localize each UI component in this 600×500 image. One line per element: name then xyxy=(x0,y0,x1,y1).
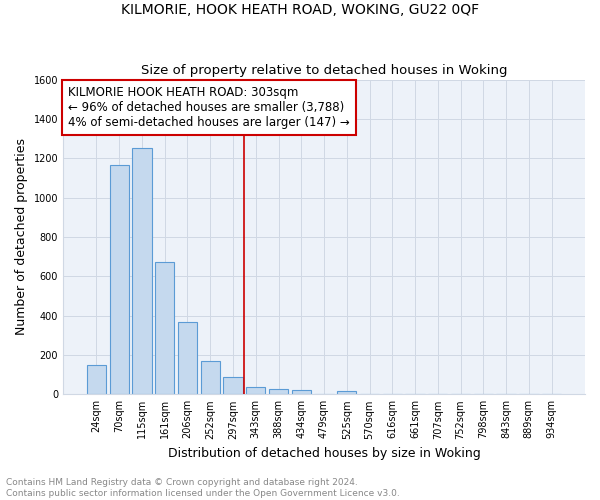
Bar xyxy=(223,377,242,394)
Text: Contains HM Land Registry data © Crown copyright and database right 2024.
Contai: Contains HM Land Registry data © Crown c… xyxy=(6,478,400,498)
Y-axis label: Number of detached properties: Number of detached properties xyxy=(15,138,28,336)
Text: KILMORIE HOOK HEATH ROAD: 303sqm
← 96% of detached houses are smaller (3,788)
4%: KILMORIE HOOK HEATH ROAD: 303sqm ← 96% o… xyxy=(68,86,350,129)
Title: Size of property relative to detached houses in Woking: Size of property relative to detached ho… xyxy=(141,64,507,77)
Bar xyxy=(269,390,288,394)
Bar xyxy=(178,322,197,394)
Bar xyxy=(337,392,356,394)
Bar xyxy=(87,365,106,394)
Bar xyxy=(246,388,265,394)
Bar xyxy=(292,390,311,394)
Bar xyxy=(110,165,129,394)
Bar xyxy=(155,262,175,394)
X-axis label: Distribution of detached houses by size in Woking: Distribution of detached houses by size … xyxy=(167,447,481,460)
Bar xyxy=(132,148,152,394)
Bar xyxy=(200,361,220,394)
Text: KILMORIE, HOOK HEATH ROAD, WOKING, GU22 0QF: KILMORIE, HOOK HEATH ROAD, WOKING, GU22 … xyxy=(121,2,479,16)
